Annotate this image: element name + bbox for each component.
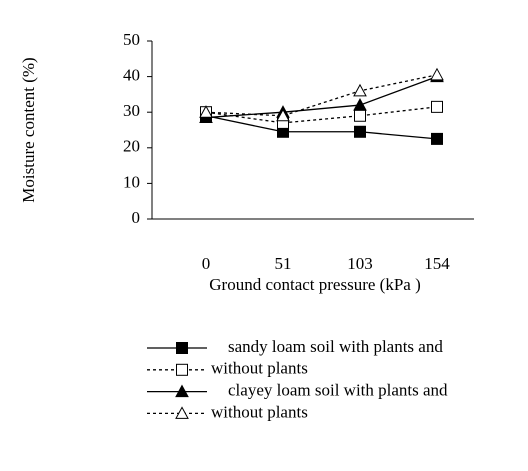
series-line xyxy=(205,115,438,140)
legend-marker xyxy=(176,342,188,354)
legend-marker xyxy=(175,384,189,398)
point xyxy=(431,132,443,145)
legend-label: clayey loam soil with plants and xyxy=(228,381,448,400)
point xyxy=(276,108,290,122)
point xyxy=(353,83,367,97)
legend-marker xyxy=(175,406,189,419)
series-line xyxy=(205,75,438,119)
legend-label: sandy loam soil with plants and xyxy=(228,337,443,356)
x-tick-label: 0 xyxy=(202,254,211,273)
y-tick-label: 0 xyxy=(132,208,141,227)
x-tick-label: 154 xyxy=(424,254,450,273)
point xyxy=(353,98,367,111)
point xyxy=(199,105,213,118)
x-axis-label: Ground contact pressure (kPa ) xyxy=(209,275,421,294)
y-tick-label: 10 xyxy=(123,172,140,191)
y-tick-label: 20 xyxy=(123,137,140,156)
point xyxy=(354,125,366,138)
legend-label: without plants xyxy=(211,359,308,378)
x-tick-label: 51 xyxy=(275,254,292,273)
y-tick-label: 40 xyxy=(123,66,140,85)
y-tick-label: 50 xyxy=(123,30,140,49)
point xyxy=(354,109,366,122)
legend-marker xyxy=(176,363,188,376)
y-tick-label: 30 xyxy=(123,101,140,120)
series-line xyxy=(205,74,438,117)
series-line xyxy=(205,106,438,124)
legend-label: without plants xyxy=(211,402,308,421)
x-tick-label: 103 xyxy=(347,254,373,273)
y-axis-label: Moisture content (%) xyxy=(19,57,38,202)
point xyxy=(430,67,444,81)
point xyxy=(431,100,443,113)
